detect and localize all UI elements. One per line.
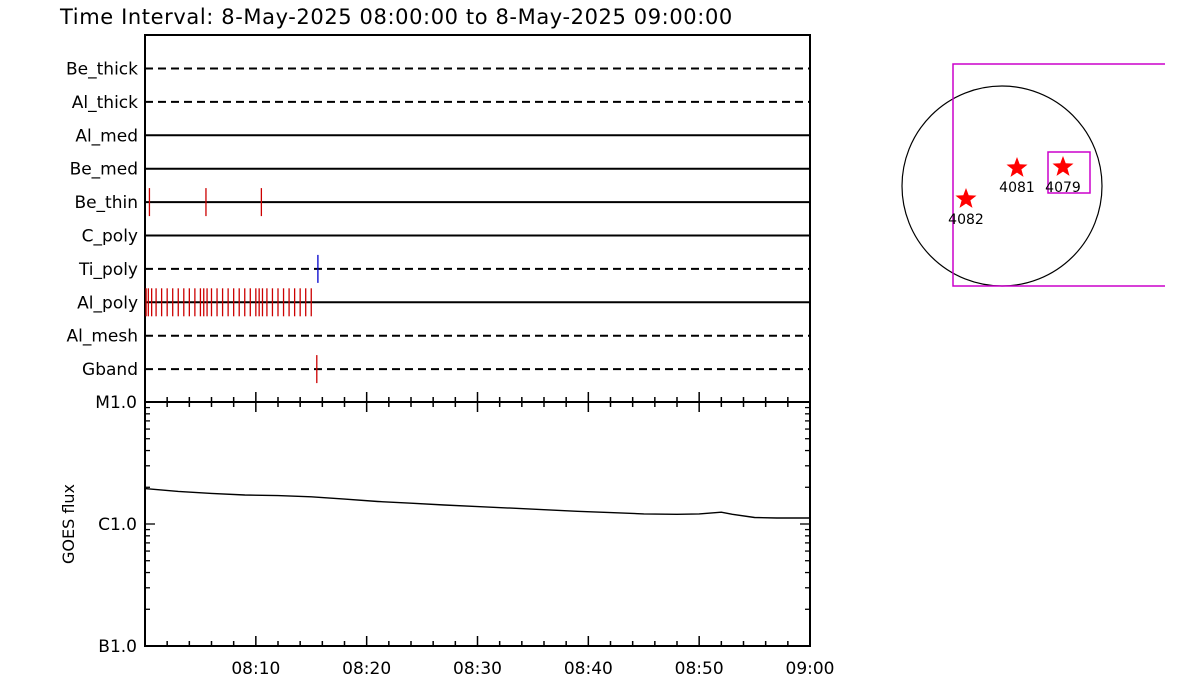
timeline-panel: Be_thick Al_thick Al_med Be_med Be_thin C_pol… <box>66 34 811 403</box>
y-tick-label: B1.0 <box>98 637 137 657</box>
x-tick-label: 08:10 <box>231 659 280 679</box>
detail-box <box>1047 151 1091 194</box>
channel-label: Gband <box>82 360 138 380</box>
region-label: 4082 <box>948 212 984 228</box>
goes-frame <box>144 401 811 647</box>
goes-flux-panel: 08:10 08:20 08:30 08:40 08:50 09:00 B1.0 C1.0 M1… <box>59 392 835 679</box>
region-label: 4079 <box>1045 180 1081 196</box>
chart-title: Time Interval: 8-May-2025 08:00:00 to 8-… <box>59 5 733 29</box>
goes-flux-line <box>144 487 810 519</box>
channel-label: Be_med <box>70 160 138 180</box>
x-tick-label: 08:40 <box>564 659 613 679</box>
y-tick-label: M1.0 <box>95 393 137 413</box>
x-tick-label: 08:20 <box>342 659 391 679</box>
sun-map: 4082 4081 4079 <box>901 63 1165 287</box>
channel-label: Be_thin <box>74 193 138 213</box>
channel-label: Al_poly <box>77 293 138 313</box>
y-axis-label: GOES flux <box>59 484 78 564</box>
region-label: 4081 <box>999 180 1035 196</box>
region-marker <box>1006 157 1028 177</box>
channel-label: C_poly <box>82 227 138 247</box>
region-marker <box>955 188 977 208</box>
y-tick-label: C1.0 <box>98 515 137 535</box>
channel-label: Al_thick <box>72 93 138 113</box>
x-tick-label: 09:00 <box>786 659 835 679</box>
x-tick-label: 08:30 <box>453 659 502 679</box>
channel-label: Be_thick <box>66 60 138 80</box>
channel-label: Ti_poly <box>78 260 138 280</box>
channel-label: Al_med <box>75 126 138 146</box>
timeline-frame <box>144 34 811 403</box>
field-of-view-box <box>952 63 1165 287</box>
region-marker <box>1052 156 1074 176</box>
x-tick-label: 08:50 <box>675 659 724 679</box>
channel-label: Al_mesh <box>66 327 138 347</box>
